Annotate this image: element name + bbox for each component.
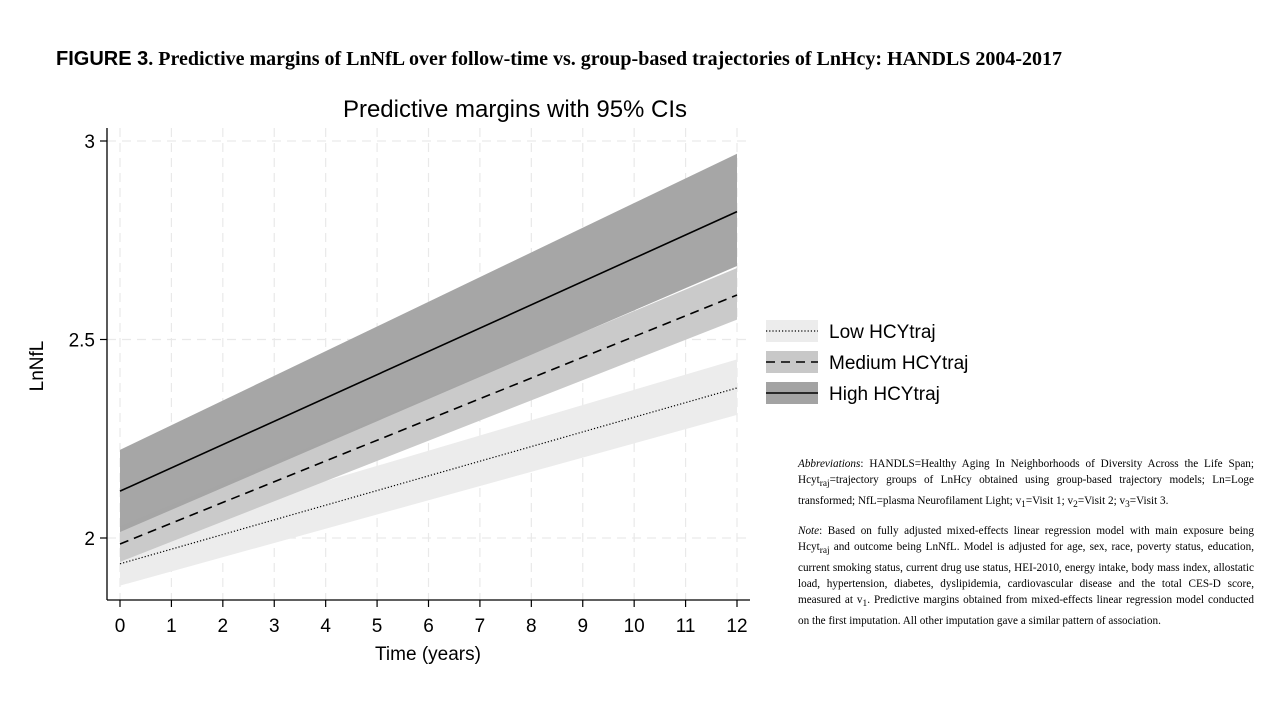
note-sub: raj (819, 546, 830, 557)
series-lines (119, 210, 738, 565)
series-line-low-hcytraj (119, 387, 738, 565)
y-tick-label: 2.5 (69, 331, 95, 352)
legend-label-low-hcytraj: Low HCYtraj (829, 322, 936, 343)
x-axis-label: Time (years) (375, 644, 481, 665)
ci-band-low-hcytraj (120, 359, 737, 586)
series-line-high-hcytraj (119, 210, 738, 492)
v3-text: =Visit 3. (1129, 494, 1169, 507)
v1-text: =Visit 1; v (1025, 494, 1074, 507)
x-tick-label: 4 (320, 616, 331, 637)
x-tick-label: 6 (423, 616, 434, 637)
figure-label: FIGURE 3 (56, 48, 149, 70)
method-note: Note: Based on fully adjusted mixed-effe… (798, 523, 1254, 629)
legend-label-medium-hcytraj: Medium HCYtraj (829, 353, 968, 374)
x-tick-label: 3 (269, 616, 280, 637)
chart-title: Predictive margins with 95% CIs (343, 96, 687, 123)
x-tick-label: 12 (726, 616, 747, 637)
note-text-2: and outcome being LnNfL. Model is adjust… (798, 541, 1254, 607)
x-tick-label: 1 (166, 616, 177, 637)
x-tick-label: 8 (526, 616, 537, 637)
ci-band-high-hcytraj (120, 153, 737, 533)
note-v1-sub: 1 (862, 599, 868, 610)
y-tick-label: 3 (84, 132, 95, 153)
legend-swatch-medium-hcytraj (766, 351, 818, 373)
x-tick-label: 0 (115, 616, 126, 637)
figure-caption: FIGURE 3. Predictive margins of LnNfL ov… (56, 48, 1266, 71)
x-tick-label: 11 (676, 616, 696, 637)
x-tick-label: 5 (372, 616, 383, 637)
v3-sub: 3 (1125, 499, 1130, 510)
legend: Low HCYtraj Medium HCYtraj High HCYtraj (766, 320, 968, 405)
abbreviations-label: Abbreviations (798, 458, 861, 470)
figure-notes: Abbreviations: HANDLS=Healthy Aging In N… (798, 456, 1254, 639)
y-axis-label: LnNfL (27, 341, 48, 392)
figure-title: . Predictive margins of LnNfL over follo… (148, 48, 1063, 70)
x-tick-label: 10 (624, 616, 645, 637)
x-tick-label: 7 (475, 616, 486, 637)
ci-band-medium-hcytraj (120, 268, 737, 562)
note-text-1: : Based on fully adjusted mixed-effects … (798, 525, 1254, 554)
v1-sub: 1 (1021, 499, 1026, 510)
v2-sub: 2 (1073, 499, 1078, 510)
v2-text: =Visit 2; v (1077, 494, 1126, 507)
x-tick-label: 9 (577, 616, 588, 637)
note-text-3: . Predictive margins obtained from mixed… (798, 594, 1254, 627)
abbreviations-sub: raj (819, 479, 830, 490)
note-label: Note (798, 525, 820, 538)
x-tick-label: 2 (218, 616, 229, 637)
legend-label-high-hcytraj: High HCYtraj (829, 384, 940, 405)
abbreviations-text-1: : HANDLS=Healthy Aging In Neighborhoods … (798, 458, 1254, 487)
ci-bands (120, 153, 737, 586)
series-line-medium-hcytraj (119, 294, 738, 545)
y-tick-label: 2 (84, 529, 95, 550)
abbreviations-text-2: =trajectory groups of LnHcy obtained usi… (798, 474, 1254, 507)
abbreviations-note: Abbreviations: HANDLS=Healthy Aging In N… (798, 456, 1254, 513)
